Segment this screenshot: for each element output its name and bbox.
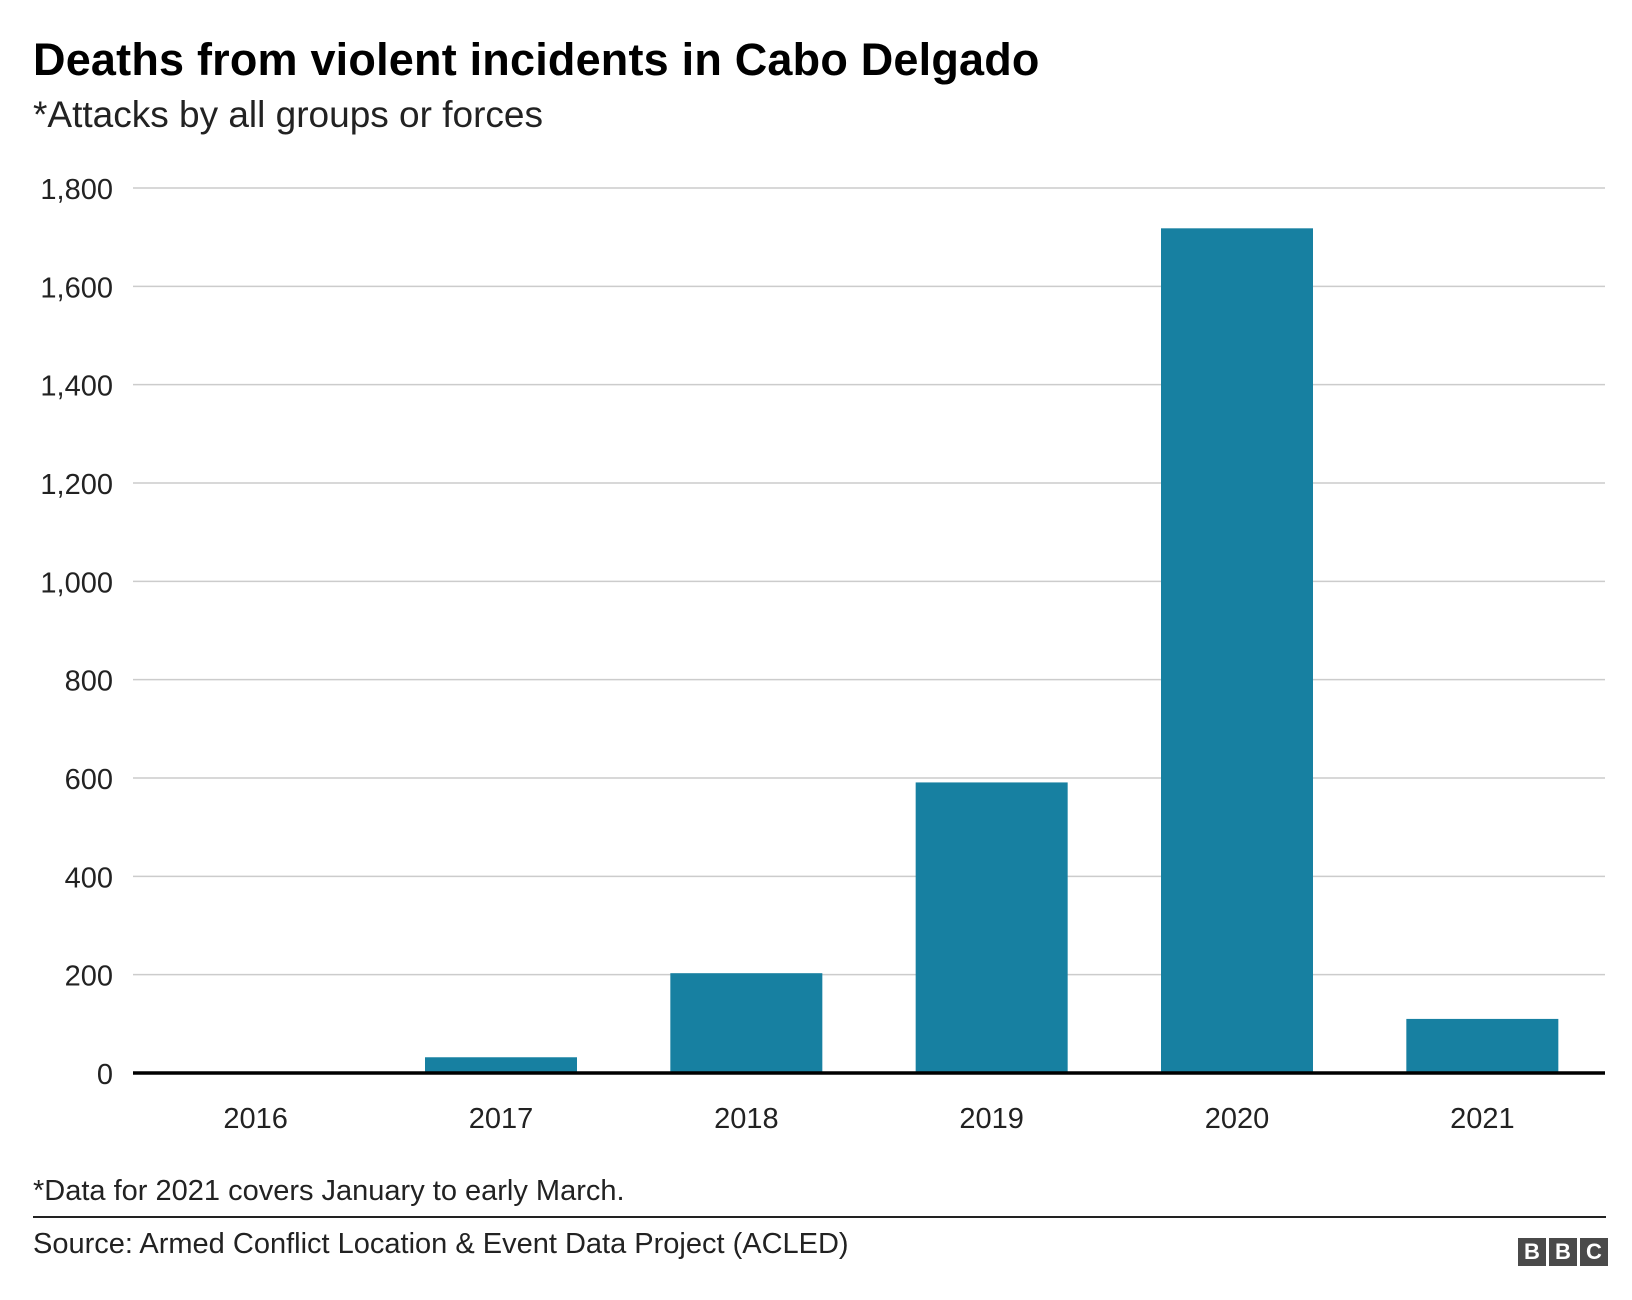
bar-2017 bbox=[425, 1057, 577, 1073]
bar-2019 bbox=[915, 782, 1068, 1073]
bar-2018 bbox=[670, 973, 823, 1073]
chart-subtitle: *Attacks by all groups or forces bbox=[33, 94, 543, 135]
bar-chart: 0 200 400 600 800 1,000 1,200 1,400 1,600 1,800 20… bbox=[40, 174, 1605, 1135]
footnote: *Data for 2021 covers January to early M… bbox=[33, 1175, 625, 1207]
source-note: Source: Armed Conflict Location & Event … bbox=[33, 1228, 849, 1260]
x-tick-label: 2016 bbox=[223, 1103, 288, 1135]
y-tick-label: 1,400 bbox=[40, 371, 113, 403]
y-tick-label: 400 bbox=[65, 862, 113, 894]
chart-title: Deaths from violent incidents in Cabo De… bbox=[33, 34, 1040, 85]
logo-letter-c: C bbox=[1580, 1238, 1608, 1266]
bbc-logo: B B C bbox=[1518, 1238, 1608, 1266]
x-tick-label: 2020 bbox=[1205, 1103, 1270, 1135]
footer-divider bbox=[33, 1216, 1606, 1218]
y-tick-label: 800 bbox=[65, 666, 113, 698]
y-tick-label: 200 bbox=[65, 961, 113, 993]
x-tick-label: 2021 bbox=[1450, 1103, 1515, 1135]
x-tick-label: 2017 bbox=[469, 1103, 534, 1135]
x-tick-label: 2019 bbox=[959, 1103, 1024, 1135]
bar-2021 bbox=[1406, 1018, 1559, 1073]
y-tick-label: 1,200 bbox=[40, 469, 113, 501]
logo-letter-b1: B bbox=[1518, 1238, 1546, 1266]
y-tick-label: 1,000 bbox=[40, 567, 113, 599]
y-tick-label: 0 bbox=[97, 1059, 113, 1091]
y-tick-label: 1,600 bbox=[40, 272, 113, 304]
bar-2020 bbox=[1161, 228, 1313, 1074]
y-tick-label: 600 bbox=[65, 764, 113, 796]
y-tick-label: 1,800 bbox=[40, 174, 113, 206]
logo-letter-b2: B bbox=[1549, 1238, 1577, 1266]
x-tick-label: 2018 bbox=[714, 1103, 779, 1135]
